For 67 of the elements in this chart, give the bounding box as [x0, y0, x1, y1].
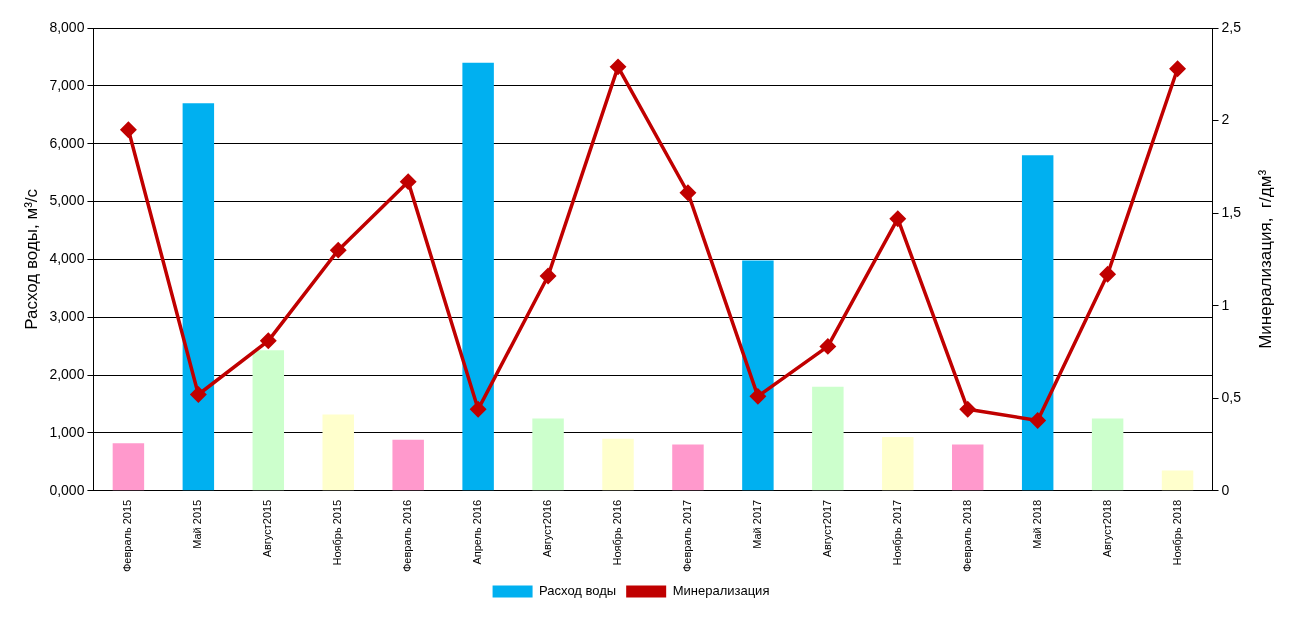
x-tick-label: Август2016	[541, 499, 554, 558]
bar	[182, 103, 215, 491]
point	[470, 401, 486, 418]
y-tick-label: 7,000	[49, 76, 85, 93]
bar	[252, 350, 285, 491]
y2-axis-title: Минерализация, г/дм³	[1255, 169, 1275, 349]
point	[260, 333, 277, 349]
bar	[112, 443, 145, 491]
y-tick-label: 5,000	[49, 192, 85, 209]
x-tick-label: Февраль 2018	[960, 499, 973, 573]
bar	[672, 444, 704, 491]
y-tick-label: 6,000	[49, 134, 85, 151]
y-axis-title: Расход воды, м³/с	[21, 188, 41, 330]
y2-tick-label: 1	[1221, 296, 1230, 313]
point	[190, 386, 207, 403]
x-tick-label: Февраль 2016	[401, 499, 414, 573]
point	[330, 242, 346, 258]
bar	[1021, 155, 1054, 491]
point	[820, 338, 836, 355]
bar	[462, 62, 494, 491]
point	[120, 122, 137, 138]
point	[890, 210, 906, 227]
bar	[882, 436, 914, 491]
bar	[812, 386, 844, 491]
y-tick-label: 2,000	[49, 365, 85, 382]
x-tick-label: Май 2017	[750, 499, 763, 549]
y-tick-label: 3,000	[49, 308, 85, 325]
point	[400, 173, 416, 190]
y2-tick-label: 0	[1221, 481, 1230, 498]
bar	[952, 444, 984, 491]
y-tick-label: 1,000	[49, 423, 85, 440]
bar	[1091, 418, 1124, 491]
x-tick-label: Февраль 2015	[121, 499, 134, 573]
point	[540, 268, 556, 284]
x-tick-label: Май 2018	[1030, 499, 1043, 549]
bar	[322, 414, 354, 491]
x-tick-label: Ноябрь 2016	[611, 499, 624, 566]
x-tick-label: Апрель 2016	[471, 499, 484, 565]
y2-tick-label: 1,5	[1221, 203, 1242, 220]
y2-tick-label: 2	[1221, 111, 1230, 128]
x-tick-label: Ноябрь 2015	[331, 499, 344, 566]
y-tick-label: 4,000	[49, 250, 85, 267]
y-tick-label: 0,000	[49, 481, 85, 498]
x-tick-label: Ноябрь 2018	[1170, 499, 1183, 566]
x-tick-label: Февраль 2017	[680, 499, 693, 573]
y-tick-label: 8,000	[49, 18, 85, 35]
bar	[602, 438, 634, 491]
point	[750, 388, 766, 405]
point	[959, 401, 976, 418]
x-tick-label: Ноябрь 2017	[890, 499, 903, 566]
point	[610, 59, 626, 75]
legend-label: Минерализация	[672, 583, 770, 599]
bar	[742, 260, 774, 491]
point	[1099, 266, 1116, 282]
y2-tick-label: 0,5	[1221, 389, 1242, 406]
point	[1029, 412, 1046, 429]
bar	[392, 439, 424, 491]
point	[680, 184, 696, 201]
legend-label: Расход воды	[539, 583, 617, 599]
y2-tick-label: 2,5	[1221, 18, 1242, 35]
bar	[1161, 470, 1194, 491]
x-tick-label: Май 2015	[191, 499, 204, 549]
x-tick-label: Август2017	[820, 499, 833, 558]
x-tick-label: Август2015	[261, 499, 274, 558]
bar	[532, 418, 564, 491]
x-tick-label: Август2018	[1100, 499, 1113, 558]
point	[1169, 60, 1186, 77]
